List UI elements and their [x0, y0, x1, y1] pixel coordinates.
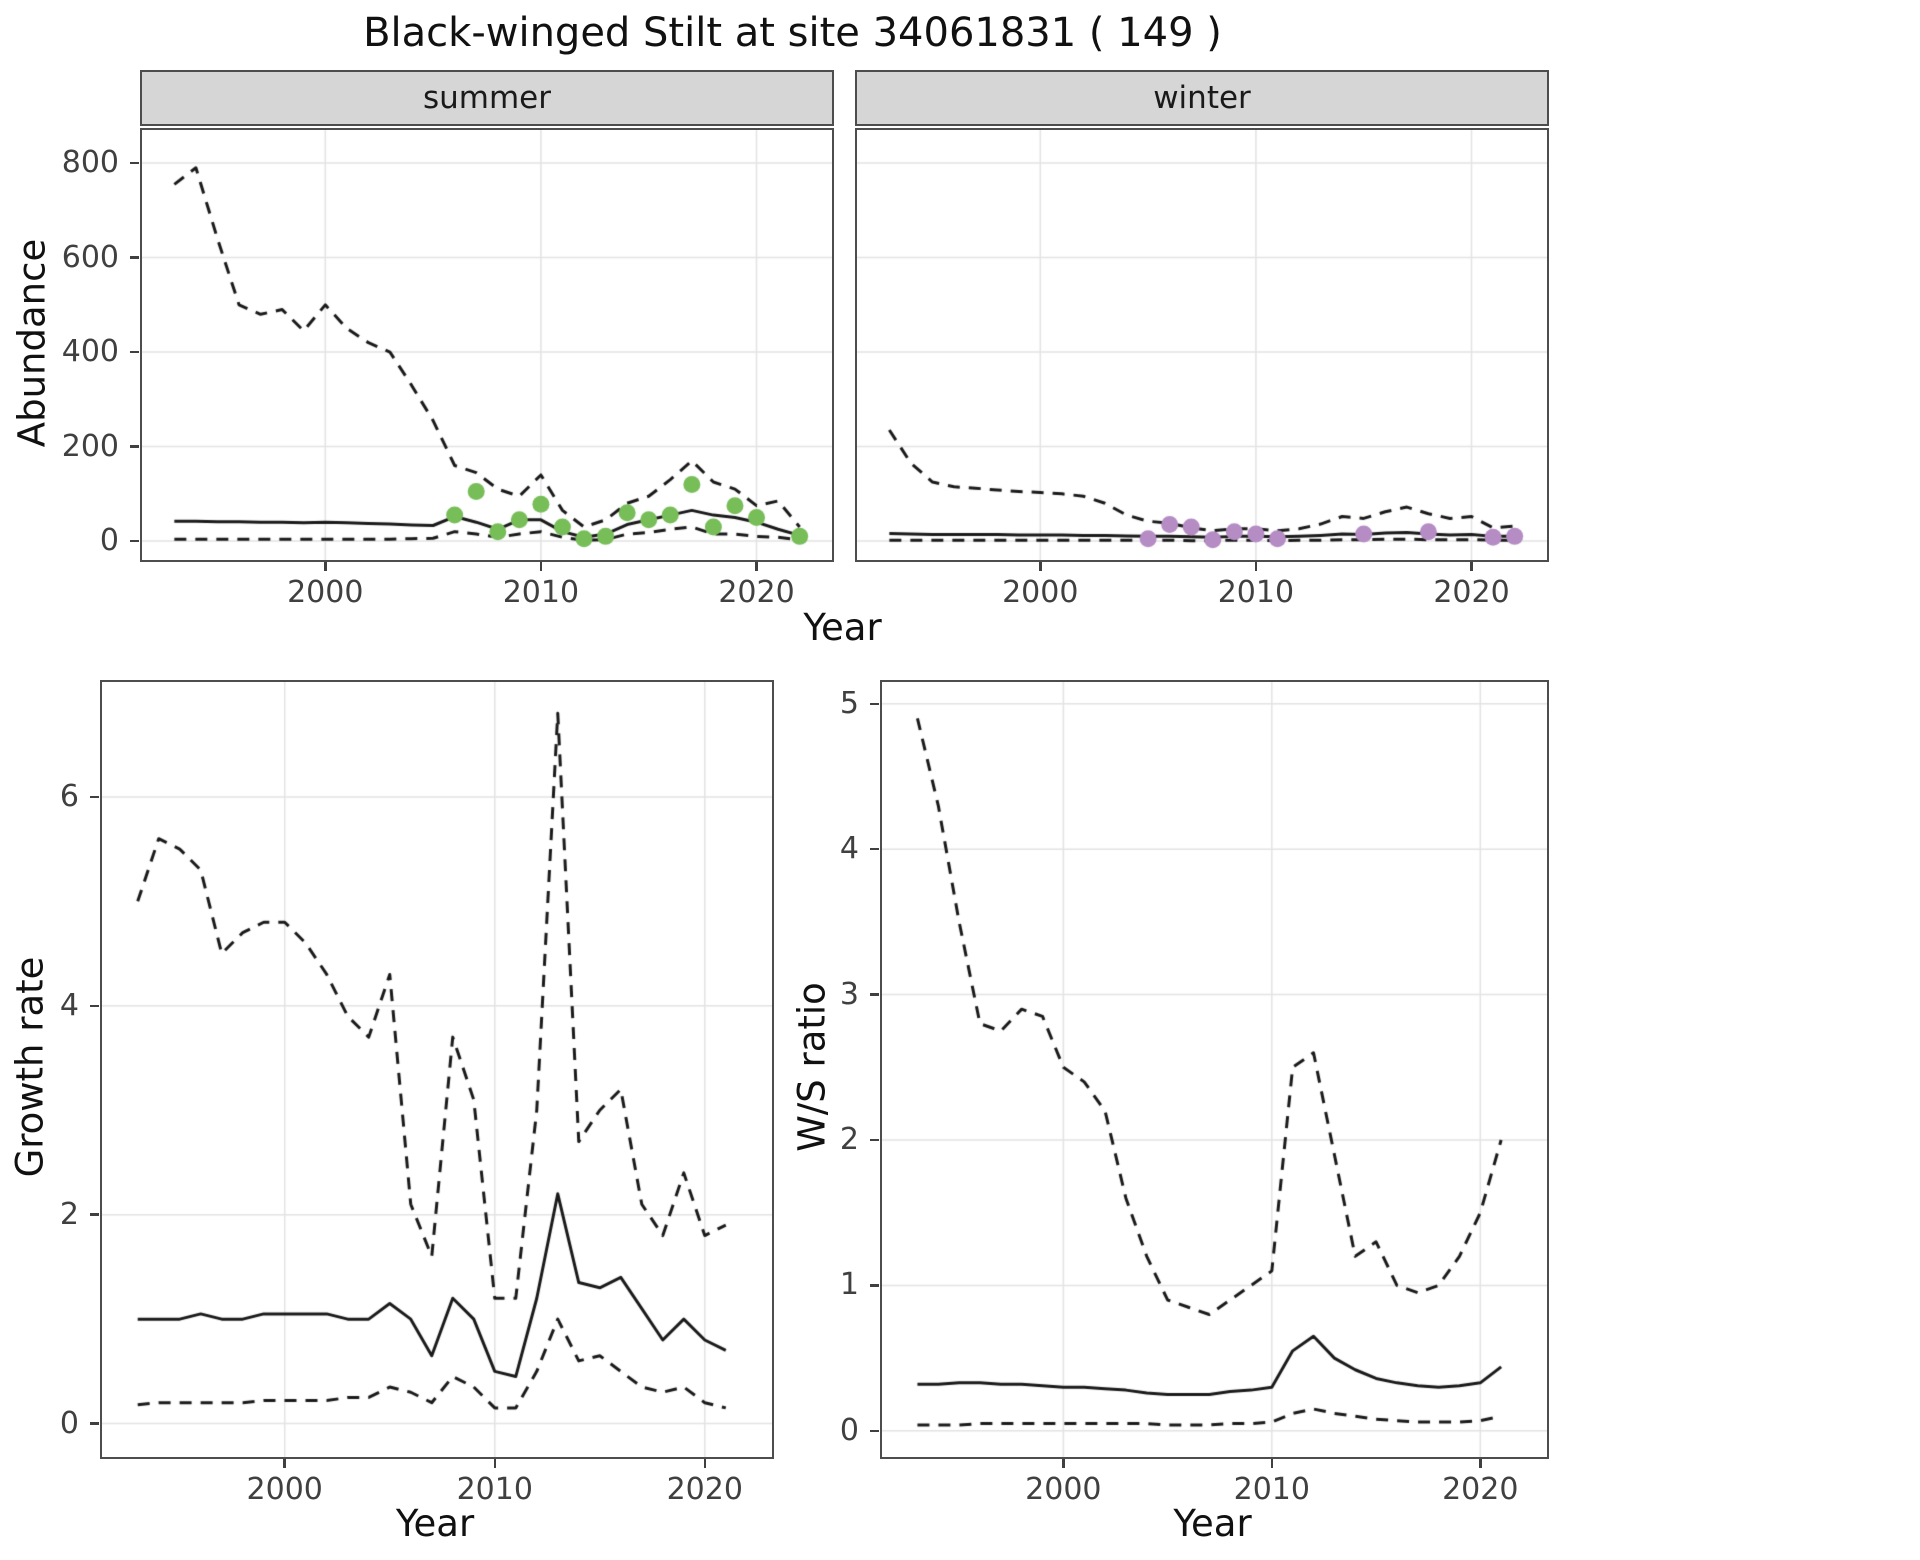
facet-strip-summer-label: summer	[422, 80, 551, 116]
x-tick-label: 2000	[287, 575, 364, 610]
growth-x-axis-label: Year	[395, 1502, 475, 1545]
y-tick-label: 3	[839, 976, 859, 1012]
x-tick-mark	[324, 562, 327, 571]
y-tick-mark	[130, 161, 139, 165]
y-tick-label: 200	[61, 428, 119, 464]
summer-abundance-plot	[140, 128, 834, 562]
y-tick-label: 0	[59, 1405, 79, 1441]
x-tick-mark	[493, 1459, 496, 1468]
y-tick-label: 2	[839, 1122, 859, 1158]
x-tick-label: 2000	[1025, 1472, 1102, 1507]
y-tick-mark	[90, 1004, 99, 1008]
y-tick-label: 2	[59, 1196, 79, 1232]
x-tick-label: 2010	[456, 1472, 533, 1507]
y-tick-label: 1	[839, 1267, 859, 1303]
y-tick-mark	[90, 1213, 99, 1216]
y-tick-mark	[90, 1422, 99, 1425]
top-x-axis-label: Year	[803, 606, 882, 649]
y-tick-mark	[870, 702, 879, 706]
y-tick-mark	[130, 350, 139, 354]
chart-title: Black-winged Stilt at site 34061831 ( 14…	[363, 10, 1222, 56]
y-tick-label: 800	[61, 145, 119, 181]
growth-rate-plot	[100, 680, 774, 1459]
x-tick-label: 2010	[502, 575, 580, 610]
y-tick-mark	[870, 1284, 879, 1287]
x-tick-label: 2000	[1002, 575, 1079, 610]
y-tick-mark	[130, 256, 139, 259]
x-tick-label: 2020	[1433, 575, 1510, 610]
x-tick-mark	[703, 1459, 707, 1468]
y-tick-label: 4	[59, 987, 79, 1023]
y-tick-mark	[90, 795, 99, 799]
x-tick-mark	[283, 1459, 286, 1468]
x-tick-label: 2020	[718, 575, 795, 610]
x-tick-mark	[1039, 562, 1042, 571]
x-tick-mark	[1479, 1459, 1482, 1468]
winter-abundance-plot	[855, 128, 1549, 562]
x-tick-label: 2000	[246, 1472, 323, 1507]
x-tick-label: 2020	[666, 1472, 743, 1507]
y-tick-mark	[870, 1429, 879, 1433]
y-tick-label: 600	[61, 239, 119, 275]
x-tick-mark	[539, 562, 543, 571]
x-tick-mark	[1470, 562, 1473, 571]
y-tick-label: 0	[99, 523, 119, 559]
y-tick-mark	[130, 445, 139, 448]
ws-x-axis-label: Year	[1173, 1502, 1252, 1545]
facet-strip-winter-label: winter	[1153, 80, 1251, 116]
y-tick-mark	[130, 539, 139, 543]
y-tick-label: 400	[61, 334, 119, 370]
x-tick-mark	[1270, 1459, 1274, 1468]
x-tick-label: 2010	[1217, 575, 1295, 610]
x-tick-label: 2010	[1233, 1472, 1310, 1507]
x-tick-mark	[755, 562, 758, 571]
facet-strip-summer: summer	[140, 70, 834, 126]
y-tick-mark	[870, 847, 879, 851]
x-tick-label: 2020	[1442, 1472, 1519, 1507]
y-tick-label: 4	[839, 831, 859, 867]
ws-ratio-plot	[880, 680, 1549, 1459]
x-tick-mark	[1254, 562, 1258, 571]
y-tick-label: 5	[839, 685, 859, 721]
y-tick-label: 0	[839, 1412, 859, 1448]
y-tick-label: 6	[59, 778, 79, 814]
x-tick-mark	[1062, 1459, 1065, 1468]
y-tick-mark	[870, 993, 879, 996]
facet-strip-winter: winter	[855, 70, 1549, 126]
y-tick-mark	[870, 1138, 879, 1142]
